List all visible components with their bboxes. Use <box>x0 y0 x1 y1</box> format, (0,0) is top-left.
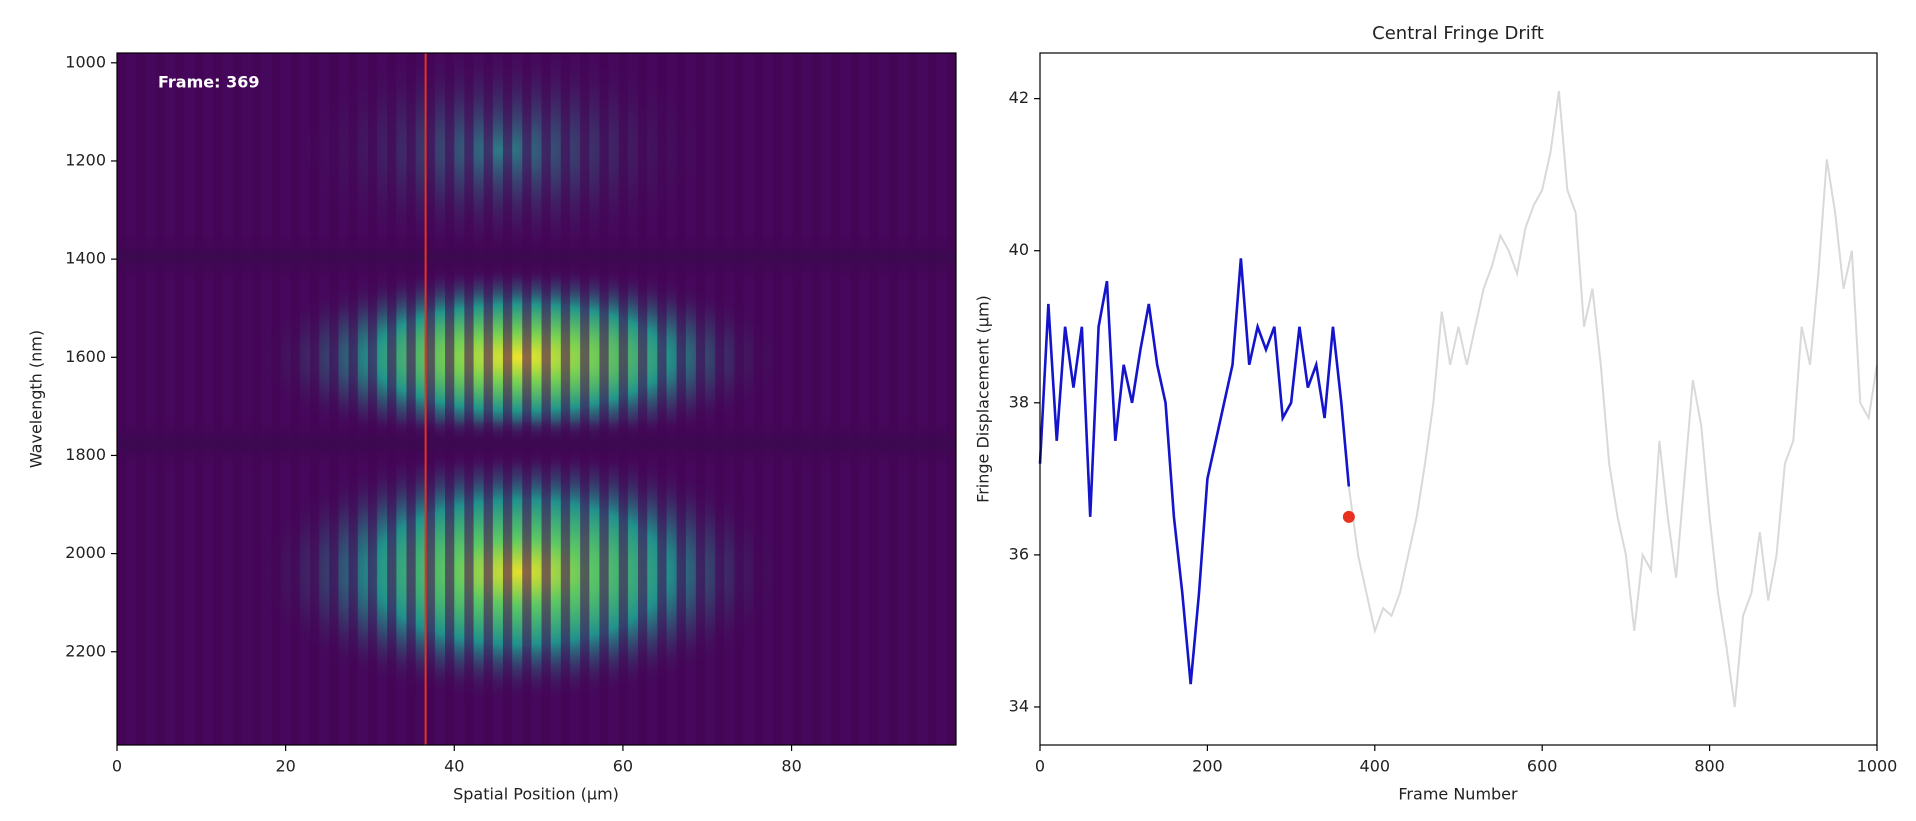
y-tick-label: 1800 <box>65 445 106 464</box>
y-tick-label: 1400 <box>65 249 106 268</box>
x-tick-label: 1000 <box>1857 757 1898 776</box>
x-axis-label: Frame Number <box>1398 785 1518 804</box>
axes-frame <box>116 52 957 746</box>
progress-line <box>1038 258 1351 685</box>
y-axis-label: Wavelength (nm) <box>27 330 46 468</box>
y-tick-label: 1200 <box>65 150 106 169</box>
axes-frame <box>1039 52 1878 746</box>
y-tick-label: 34 <box>1009 696 1029 715</box>
y-tick-label: 42 <box>1009 88 1029 107</box>
x-tick-label: 40 <box>444 757 464 776</box>
x-tick-label: 80 <box>781 757 801 776</box>
frame-annotation: Frame: 369 <box>158 73 259 92</box>
y-tick-label: 38 <box>1009 392 1029 411</box>
y-tick-label: 40 <box>1009 240 1029 259</box>
x-tick-label: 400 <box>1360 757 1391 776</box>
x-tick-label: 200 <box>1192 757 1223 776</box>
x-tick-label: 800 <box>1694 757 1725 776</box>
heatmap-image <box>117 53 956 745</box>
y-tick-label: 1000 <box>65 52 106 71</box>
y-tick-label: 1600 <box>65 347 106 366</box>
x-tick-label: 60 <box>613 757 633 776</box>
x-tick-label: 0 <box>1035 757 1045 776</box>
y-tick-label: 2000 <box>65 543 106 562</box>
y-tick-label: 36 <box>1009 544 1029 563</box>
y-axis-label: Fringe Displacement (µm) <box>974 295 993 503</box>
current-marker <box>1342 510 1355 523</box>
x-tick-label: 0 <box>112 757 122 776</box>
x-tick-label: 600 <box>1527 757 1558 776</box>
y-tick-label: 2200 <box>65 641 106 660</box>
chart-title: Central Fringe Drift <box>1372 23 1544 44</box>
x-tick-label: 20 <box>275 757 295 776</box>
x-axis-label: Spatial Position (µm) <box>453 785 619 804</box>
